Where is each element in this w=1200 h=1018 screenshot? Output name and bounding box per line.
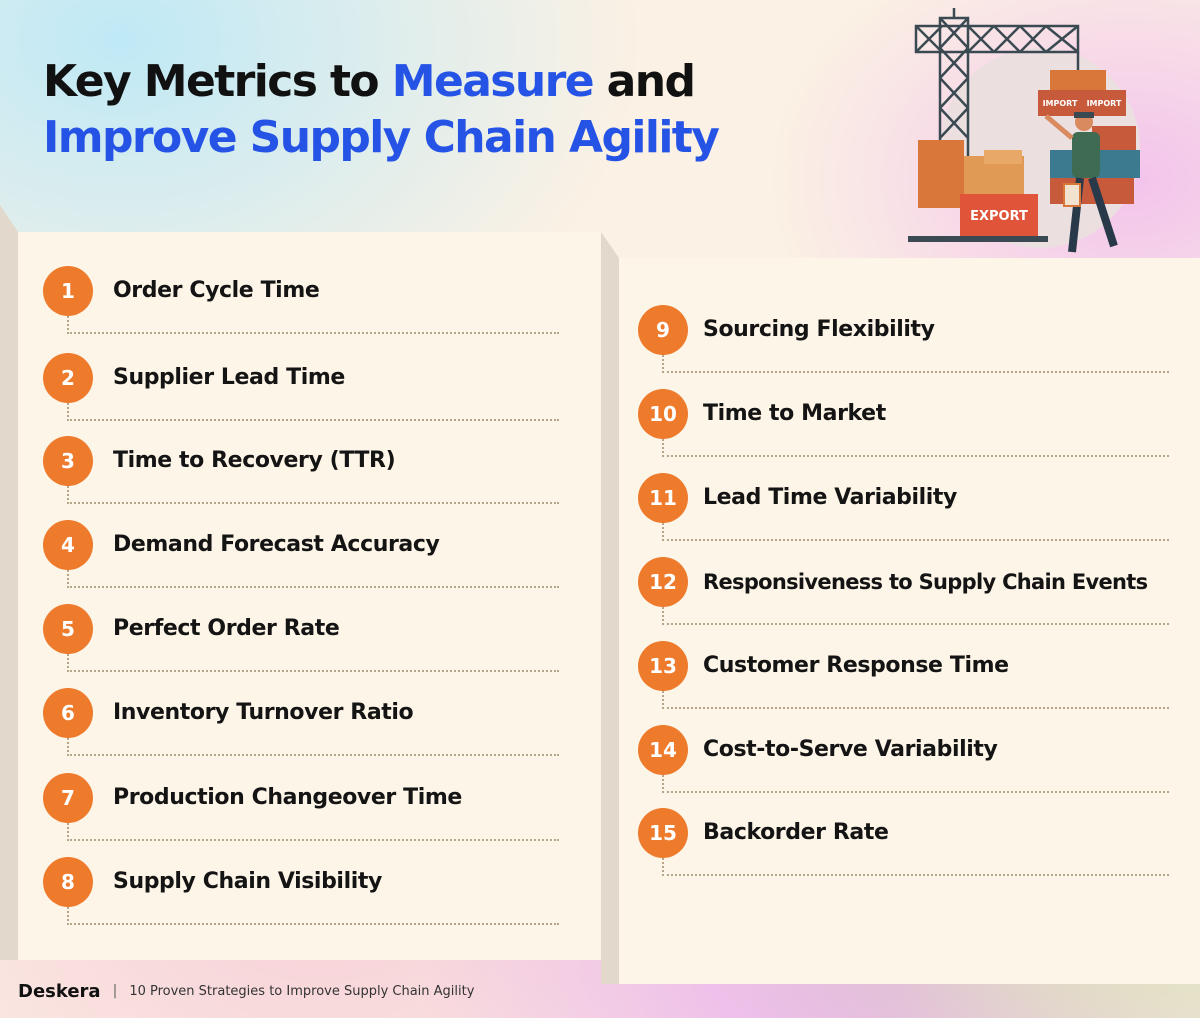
dotted-connector bbox=[67, 823, 559, 841]
right-metrics-panel bbox=[619, 258, 1200, 984]
dotted-connector bbox=[67, 316, 559, 334]
metric-number-badge: 9 bbox=[638, 305, 688, 355]
dotted-connector bbox=[67, 486, 559, 504]
footer: Deskera | 10 Proven Strategies to Improv… bbox=[18, 978, 474, 1004]
dotted-connector bbox=[67, 403, 559, 421]
title-line2: Improve Supply Chain Agility bbox=[43, 112, 720, 163]
metric-number-badge: 14 bbox=[638, 725, 688, 775]
page-title: Key Metrics to Measure and Improve Suppl… bbox=[43, 54, 720, 166]
metric-number-badge: 6 bbox=[43, 688, 93, 738]
metric-number-badge: 12 bbox=[638, 557, 688, 607]
metric-label: Time to Recovery (TTR) bbox=[113, 448, 396, 473]
metric-label: Demand Forecast Accuracy bbox=[113, 532, 440, 557]
metric-number-badge: 7 bbox=[43, 773, 93, 823]
footer-tagline: 10 Proven Strategies to Improve Supply C… bbox=[129, 983, 475, 999]
metric-label: Order Cycle Time bbox=[113, 278, 320, 303]
metric-number-badge: 3 bbox=[43, 436, 93, 486]
left-metrics-panel bbox=[18, 232, 602, 960]
footer-separator: | bbox=[112, 983, 118, 999]
dotted-connector bbox=[662, 858, 1169, 876]
metric-label: Perfect Order Rate bbox=[113, 616, 340, 641]
title-highlight: Measure bbox=[391, 56, 595, 107]
title-line1-part1: Key Metrics to bbox=[43, 56, 392, 107]
metric-label: Supply Chain Visibility bbox=[113, 869, 382, 894]
metric-label: Backorder Rate bbox=[703, 820, 889, 845]
dotted-connector bbox=[662, 523, 1169, 541]
dotted-connector bbox=[662, 775, 1169, 793]
dotted-connector bbox=[67, 654, 559, 672]
dotted-connector bbox=[67, 570, 559, 588]
dotted-connector bbox=[662, 691, 1169, 709]
worker-icon bbox=[1044, 112, 1118, 253]
import-label-2: IMPORT bbox=[1087, 99, 1122, 108]
metric-label: Supplier Lead Time bbox=[113, 365, 345, 390]
metric-label: Sourcing Flexibility bbox=[703, 317, 935, 342]
left-panel-edge bbox=[0, 205, 18, 960]
metric-number-badge: 8 bbox=[43, 857, 93, 907]
ground-line bbox=[908, 236, 1048, 242]
dotted-connector bbox=[662, 355, 1169, 373]
metric-label: Lead Time Variability bbox=[703, 485, 957, 510]
metric-label: Responsiveness to Supply Chain Events bbox=[703, 570, 1148, 594]
metric-number-badge: 1 bbox=[43, 266, 93, 316]
metric-number-badge: 5 bbox=[43, 604, 93, 654]
metric-number-badge: 13 bbox=[638, 641, 688, 691]
metric-number-badge: 4 bbox=[43, 520, 93, 570]
metric-label: Customer Response Time bbox=[703, 653, 1009, 678]
dotted-connector bbox=[67, 738, 559, 756]
logistics-illustration: IMPORT IMPORT EXPORT bbox=[908, 8, 1140, 253]
metric-label: Time to Market bbox=[703, 401, 886, 426]
title-line1-part2: and bbox=[592, 56, 696, 107]
dotted-connector bbox=[662, 439, 1169, 457]
dotted-connector bbox=[662, 607, 1169, 625]
metric-number-badge: 10 bbox=[638, 389, 688, 439]
export-container-icon: EXPORT bbox=[960, 194, 1038, 236]
brand-logo: Deskera bbox=[18, 980, 101, 1002]
import-label-1: IMPORT bbox=[1043, 99, 1078, 108]
metric-number-badge: 2 bbox=[43, 353, 93, 403]
metric-label: Production Changeover Time bbox=[113, 785, 462, 810]
import-containers-icon: IMPORT IMPORT bbox=[1038, 70, 1126, 116]
dotted-connector bbox=[67, 907, 559, 925]
export-label: EXPORT bbox=[970, 209, 1028, 224]
crane-icon bbox=[914, 8, 1080, 180]
metric-number-badge: 11 bbox=[638, 473, 688, 523]
metric-label: Cost-to-Serve Variability bbox=[703, 737, 998, 762]
metric-label: Inventory Turnover Ratio bbox=[113, 700, 414, 725]
right-panel-edge bbox=[601, 232, 619, 984]
metric-number-badge: 15 bbox=[638, 808, 688, 858]
